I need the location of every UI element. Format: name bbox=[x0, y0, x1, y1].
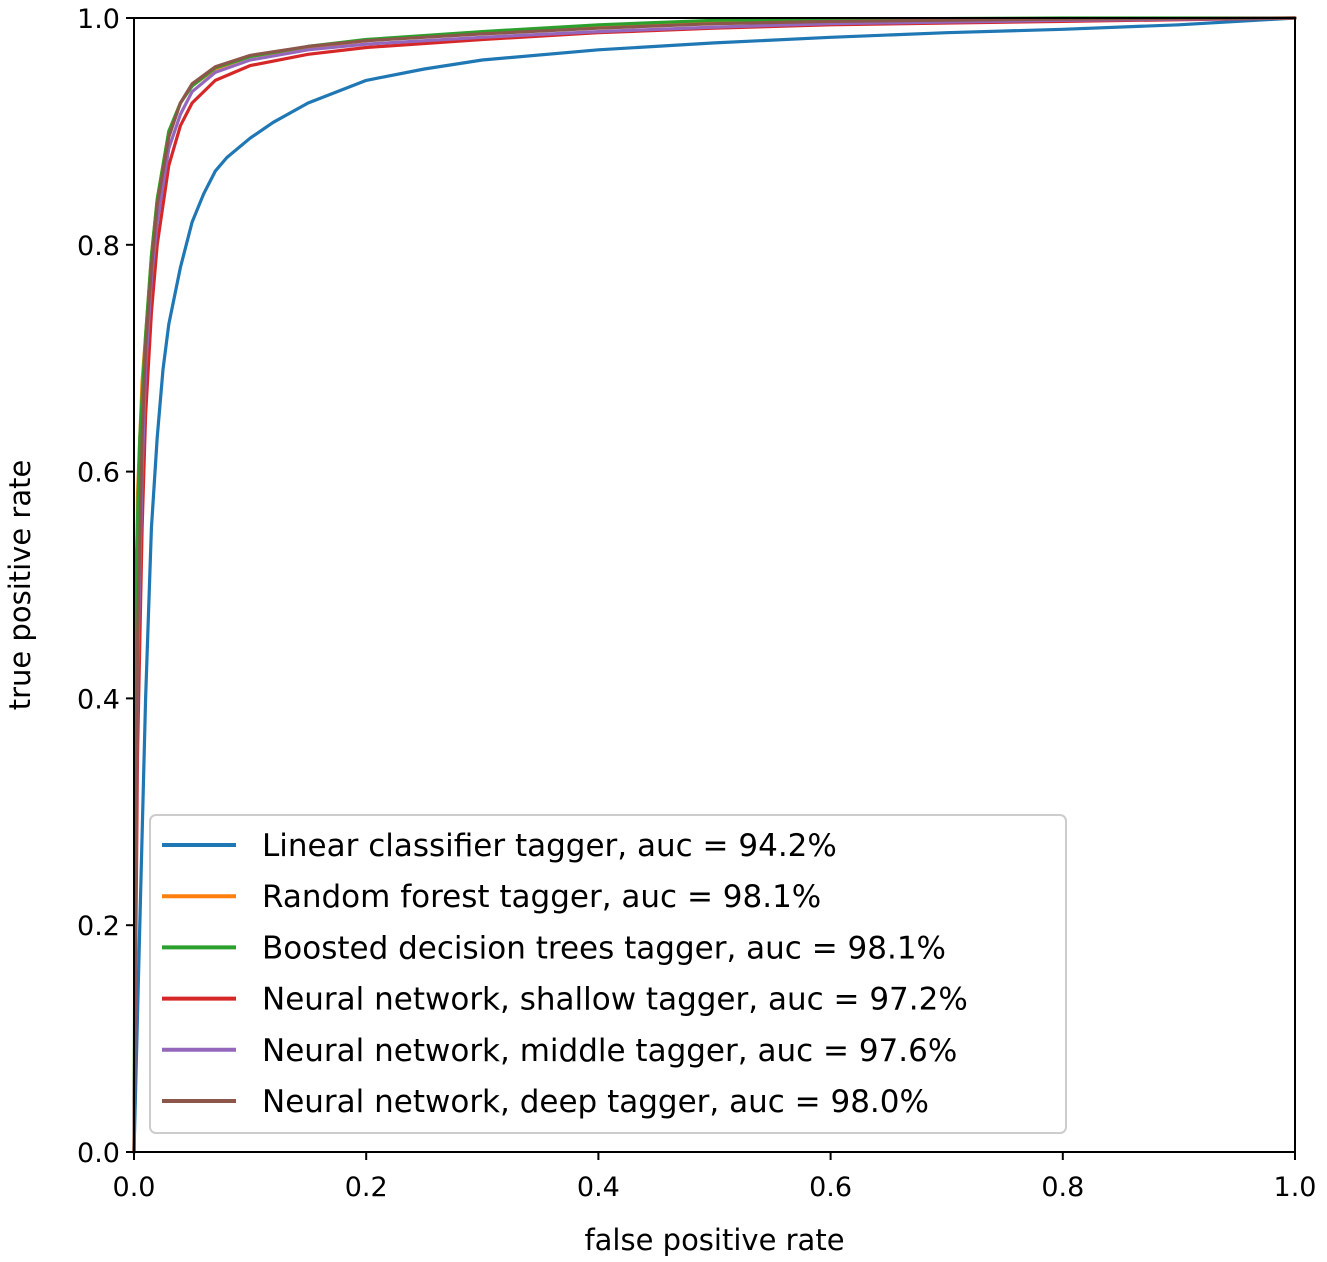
legend: Linear classifier tagger, auc = 94.2% Ran… bbox=[149, 814, 1067, 1134]
y-tick-label: 0.0 bbox=[77, 1138, 120, 1169]
legend-label-3: Boosted decision trees tagger, auc = 98.… bbox=[262, 930, 946, 966]
legend-label-2: Random forest tagger, auc = 98.1% bbox=[262, 879, 821, 915]
y-tick-label: 0.4 bbox=[77, 684, 120, 715]
x-tick-label: 0.8 bbox=[1041, 1172, 1084, 1203]
plot-frame bbox=[133, 17, 1296, 1153]
y-tick-label: 0.2 bbox=[77, 911, 120, 942]
x-tick-label: 0.6 bbox=[809, 1172, 852, 1203]
legend-label-6: Neural network, deep tagger, auc = 98.0% bbox=[262, 1084, 929, 1120]
y-tick-label: 1.0 bbox=[77, 4, 120, 35]
x-axis: 0.0 0.2 0.4 0.6 0.8 1.0 bbox=[113, 1152, 1317, 1203]
legend-box bbox=[149, 814, 1067, 1134]
series-line-6 bbox=[132, 16, 1297, 1154]
x-axis-label: false positive rate bbox=[584, 1223, 844, 1257]
legend-label-5: Neural network, middle tagger, auc = 97.… bbox=[262, 1033, 957, 1069]
y-axis-label: true positive rate bbox=[3, 460, 37, 711]
legend-label-1: Linear classifier tagger, auc = 94.2% bbox=[262, 828, 837, 864]
x-tick-label: 0.2 bbox=[345, 1172, 388, 1203]
x-tick-label: 0.0 bbox=[113, 1172, 156, 1203]
y-tick-label: 0.6 bbox=[77, 458, 120, 489]
series-lines bbox=[132, 16, 1297, 1154]
series-line-1 bbox=[132, 16, 1297, 1154]
x-tick-label: 0.4 bbox=[577, 1172, 620, 1203]
x-tick-label: 1.0 bbox=[1274, 1172, 1317, 1203]
y-axis: 0.0 0.2 0.4 0.6 0.8 1.0 bbox=[77, 4, 134, 1169]
legend-label-4: Neural network, shallow tagger, auc = 97… bbox=[262, 982, 968, 1018]
y-tick-label: 0.8 bbox=[77, 231, 120, 262]
